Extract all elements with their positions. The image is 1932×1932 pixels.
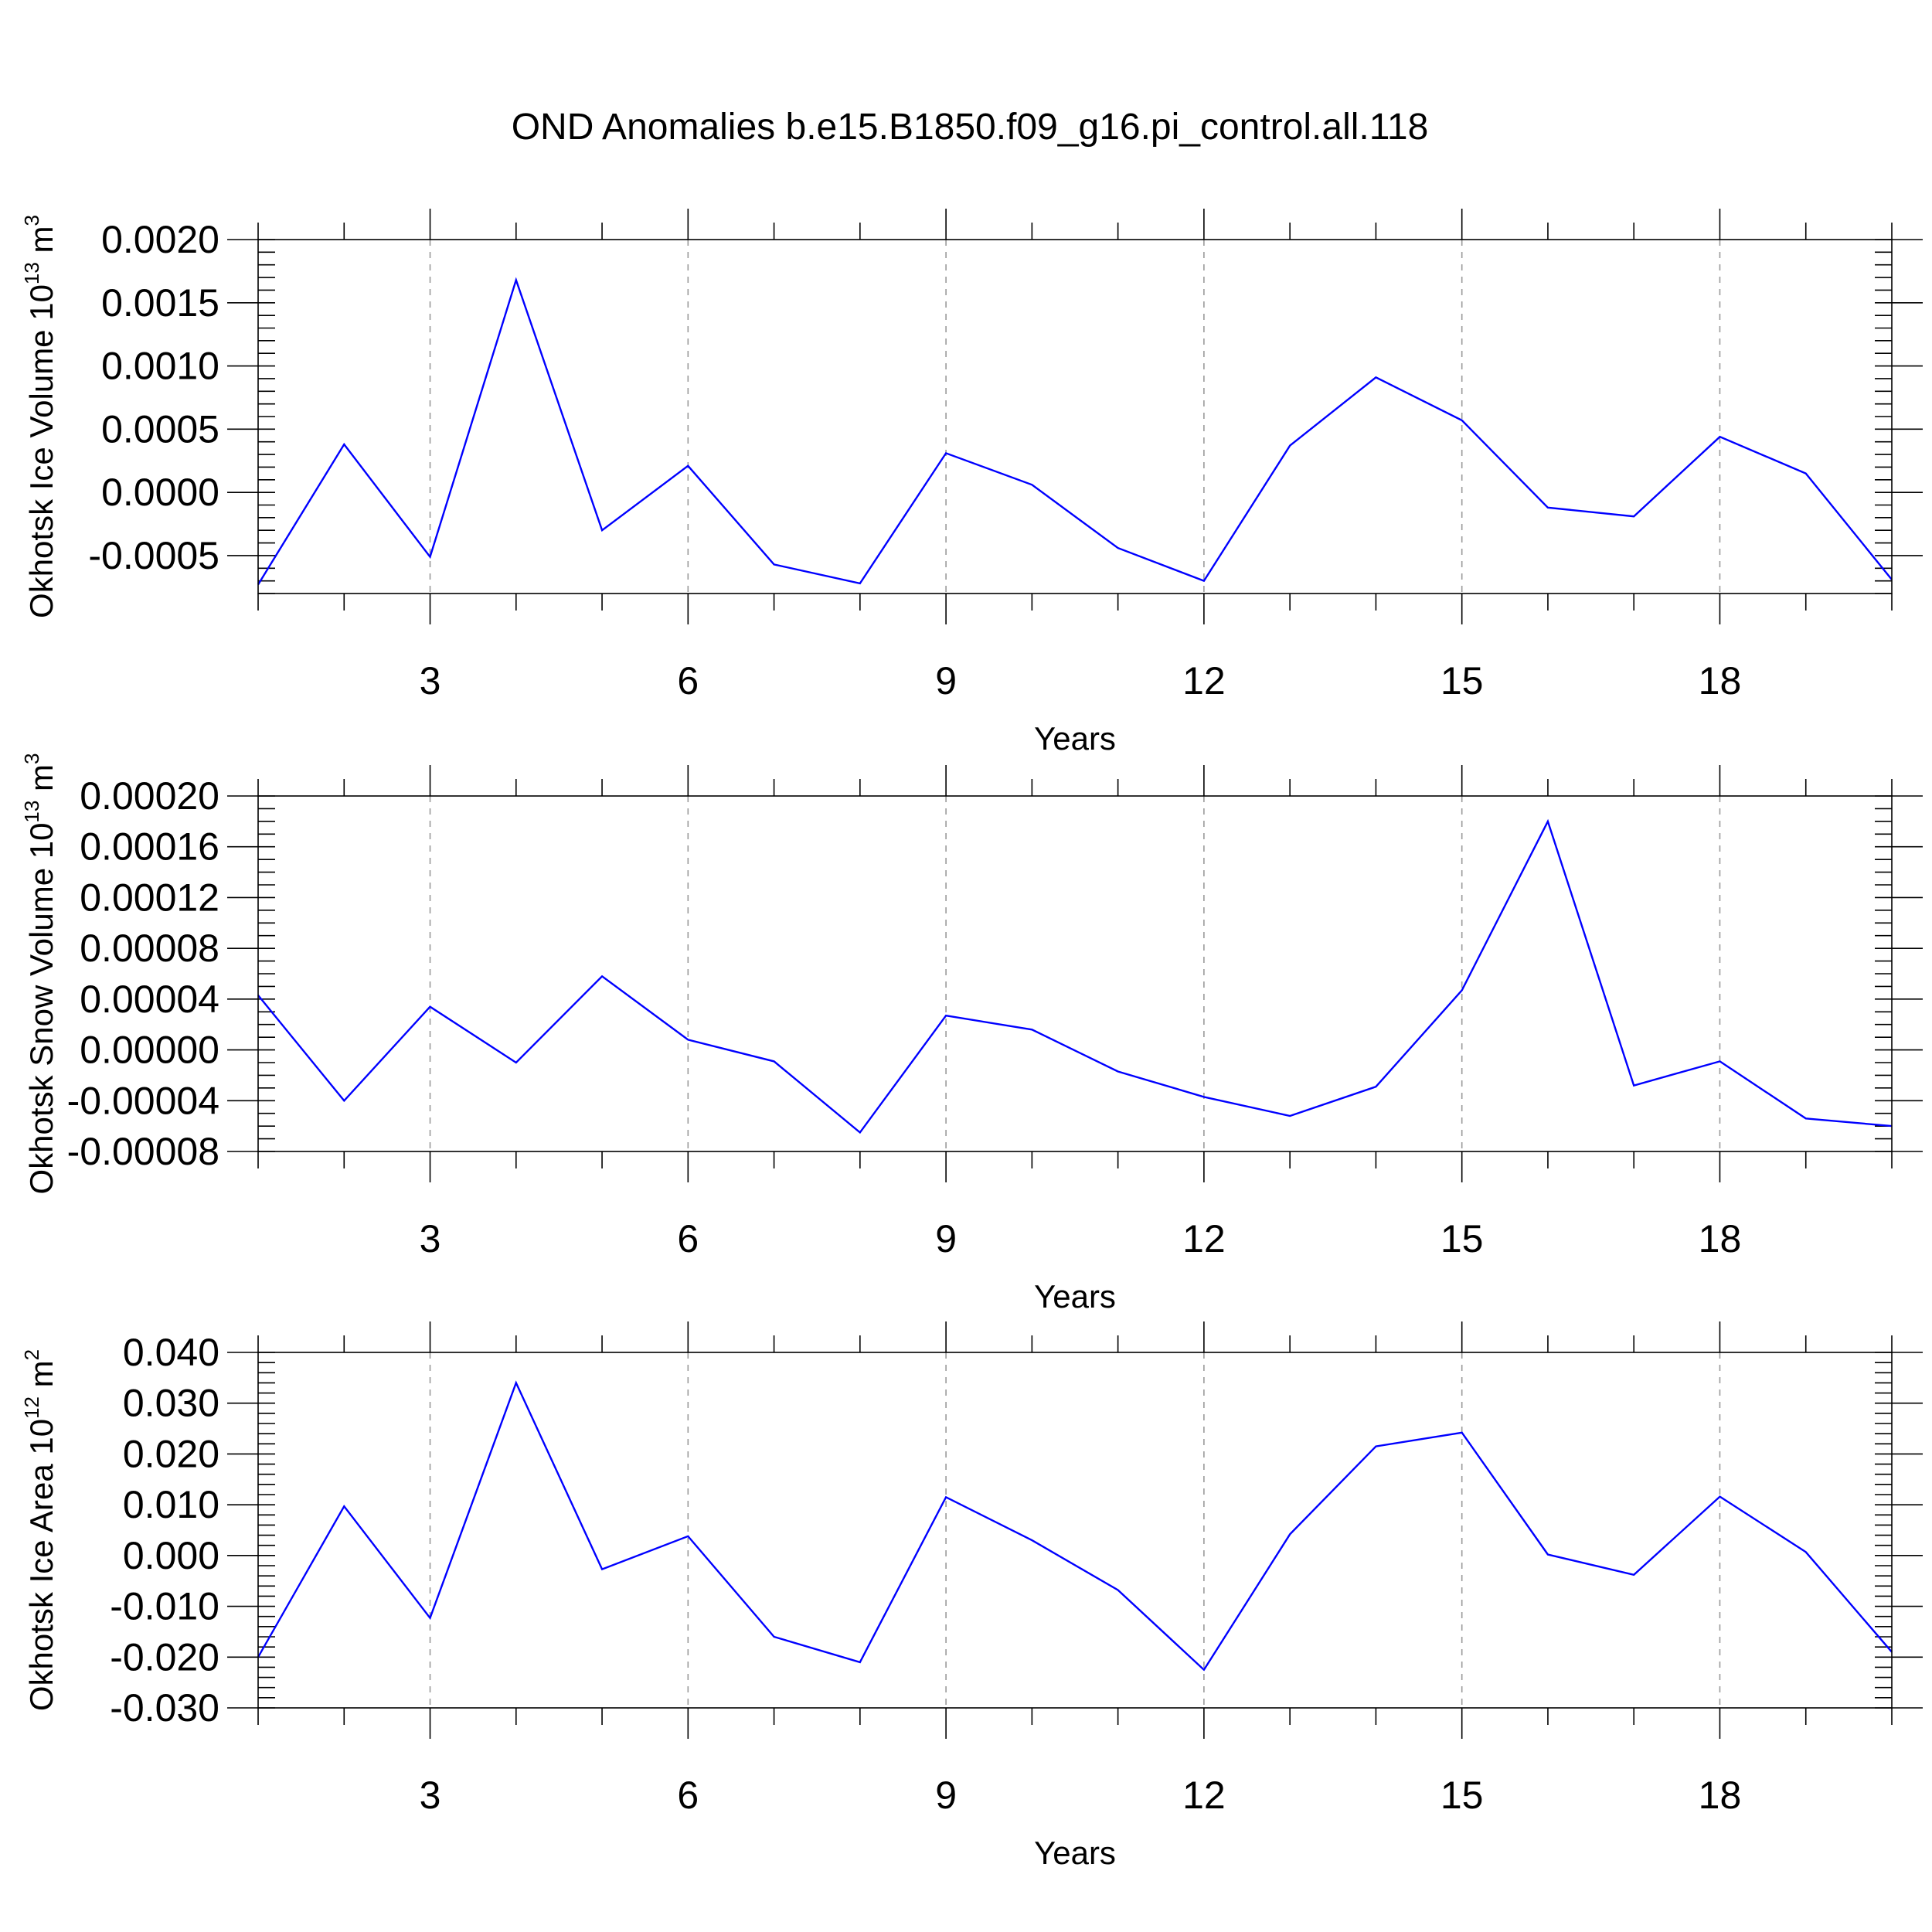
ice-volume-y-tick-label: 0.0010 bbox=[101, 345, 219, 388]
snow-volume-x-tick-label: 3 bbox=[420, 1217, 441, 1260]
ice-area-x-tick-label: 12 bbox=[1182, 1774, 1226, 1817]
ice-volume-x-axis-label: Years bbox=[1034, 720, 1116, 757]
ice-volume-y-tick-label: 0.0005 bbox=[101, 407, 219, 451]
ice-volume-x-tick-label: 3 bbox=[420, 659, 441, 702]
ice-volume-x-tick-label: 15 bbox=[1440, 659, 1484, 702]
snow-volume-x-tick-label: 9 bbox=[935, 1217, 957, 1260]
ice-area-y-tick-label: -0.030 bbox=[110, 1686, 219, 1730]
ice-area-x-tick-label: 18 bbox=[1699, 1774, 1742, 1817]
snow-volume-y-tick-label: 0.00004 bbox=[80, 978, 219, 1021]
snow-volume-series-line bbox=[257, 818, 1893, 1134]
ice-area-y-tick-label: 0.030 bbox=[123, 1382, 219, 1425]
ice-area-y-tick-label: 0.010 bbox=[123, 1483, 219, 1526]
snow-volume-x-tick-label: 15 bbox=[1440, 1217, 1484, 1260]
ice-volume-y-tick-label: 0.0020 bbox=[101, 218, 219, 261]
ice-area-x-tick-label: 15 bbox=[1440, 1774, 1484, 1817]
ice-area-y-tick-label: 0.040 bbox=[123, 1331, 219, 1374]
ice-volume-y-tick-label: 0.0015 bbox=[101, 281, 219, 325]
snow-volume-y-tick-label: 0.00008 bbox=[80, 927, 219, 970]
ice-area-x-tick-label: 3 bbox=[420, 1774, 441, 1817]
snow-volume-y-axis-label: Okhotsk Snow Volume 1013 m3 bbox=[20, 753, 60, 1195]
ice-area-y-axis-label: Okhotsk Ice Area 1012 m2 bbox=[20, 1349, 60, 1711]
ice-volume-plot-frame bbox=[257, 239, 1893, 594]
ice-volume-y-tick-label: 0.0000 bbox=[101, 471, 219, 514]
ice-area-x-tick-label: 9 bbox=[935, 1774, 957, 1817]
ice-volume-x-tick-label: 6 bbox=[677, 659, 699, 702]
ice-area-series-line bbox=[257, 1380, 1893, 1672]
figure-title: OND Anomalies b.e15.B1850.f09_g16.pi_con… bbox=[512, 107, 1429, 148]
ice-area-x-tick-label: 6 bbox=[677, 1774, 699, 1817]
panel-snow-volume: -0.00008 -0.00004 0.00000 0.00004 0.00008 0.0… bbox=[20, 753, 1923, 1315]
ice-volume-y-tick-label: -0.0005 bbox=[88, 534, 219, 577]
snow-volume-y-tick-label: 0.00000 bbox=[80, 1029, 219, 1072]
snow-volume-y-tick-label: 0.00012 bbox=[80, 876, 219, 919]
panel-ice-volume: -0.0005 0.0000 0.0005 0.0010 0.0015 0.0020 3 6 9… bbox=[20, 209, 1923, 757]
snow-volume-y-tick-label: 0.00016 bbox=[80, 825, 219, 869]
ice-area-x-axis-label: Years bbox=[1034, 1835, 1116, 1871]
snow-volume-y-tick-label: -0.00008 bbox=[67, 1130, 219, 1173]
ice-area-y-tick-label: -0.010 bbox=[110, 1585, 219, 1628]
snow-volume-x-axis-label: Years bbox=[1034, 1278, 1116, 1315]
snow-volume-x-tick-label: 18 bbox=[1699, 1217, 1742, 1260]
ice-area-y-tick-label: 0.020 bbox=[123, 1432, 219, 1475]
ice-area-plot-frame bbox=[257, 1352, 1893, 1709]
ice-area-y-tick-label: -0.020 bbox=[110, 1635, 219, 1679]
snow-volume-plot-frame bbox=[257, 795, 1893, 1152]
snow-volume-y-tick-label: -0.00004 bbox=[67, 1079, 219, 1122]
panel-ice-area: -0.030 -0.020 -0.010 0.000 0.010 0.020 0.030 0.… bbox=[20, 1321, 1923, 1871]
snow-volume-x-tick-label: 12 bbox=[1182, 1217, 1226, 1260]
ice-volume-x-tick-label: 18 bbox=[1699, 659, 1742, 702]
ice-volume-series-line bbox=[257, 277, 1893, 586]
snow-volume-y-tick-label: 0.00020 bbox=[80, 774, 219, 818]
ice-volume-x-tick-label: 9 bbox=[935, 659, 957, 702]
ice-volume-y-axis-label: Okhotsk Ice Volume 1013 m3 bbox=[20, 215, 60, 618]
ice-volume-x-tick-label: 12 bbox=[1182, 659, 1226, 702]
snow-volume-x-tick-label: 6 bbox=[677, 1217, 699, 1260]
ice-area-y-tick-label: 0.000 bbox=[123, 1534, 219, 1577]
